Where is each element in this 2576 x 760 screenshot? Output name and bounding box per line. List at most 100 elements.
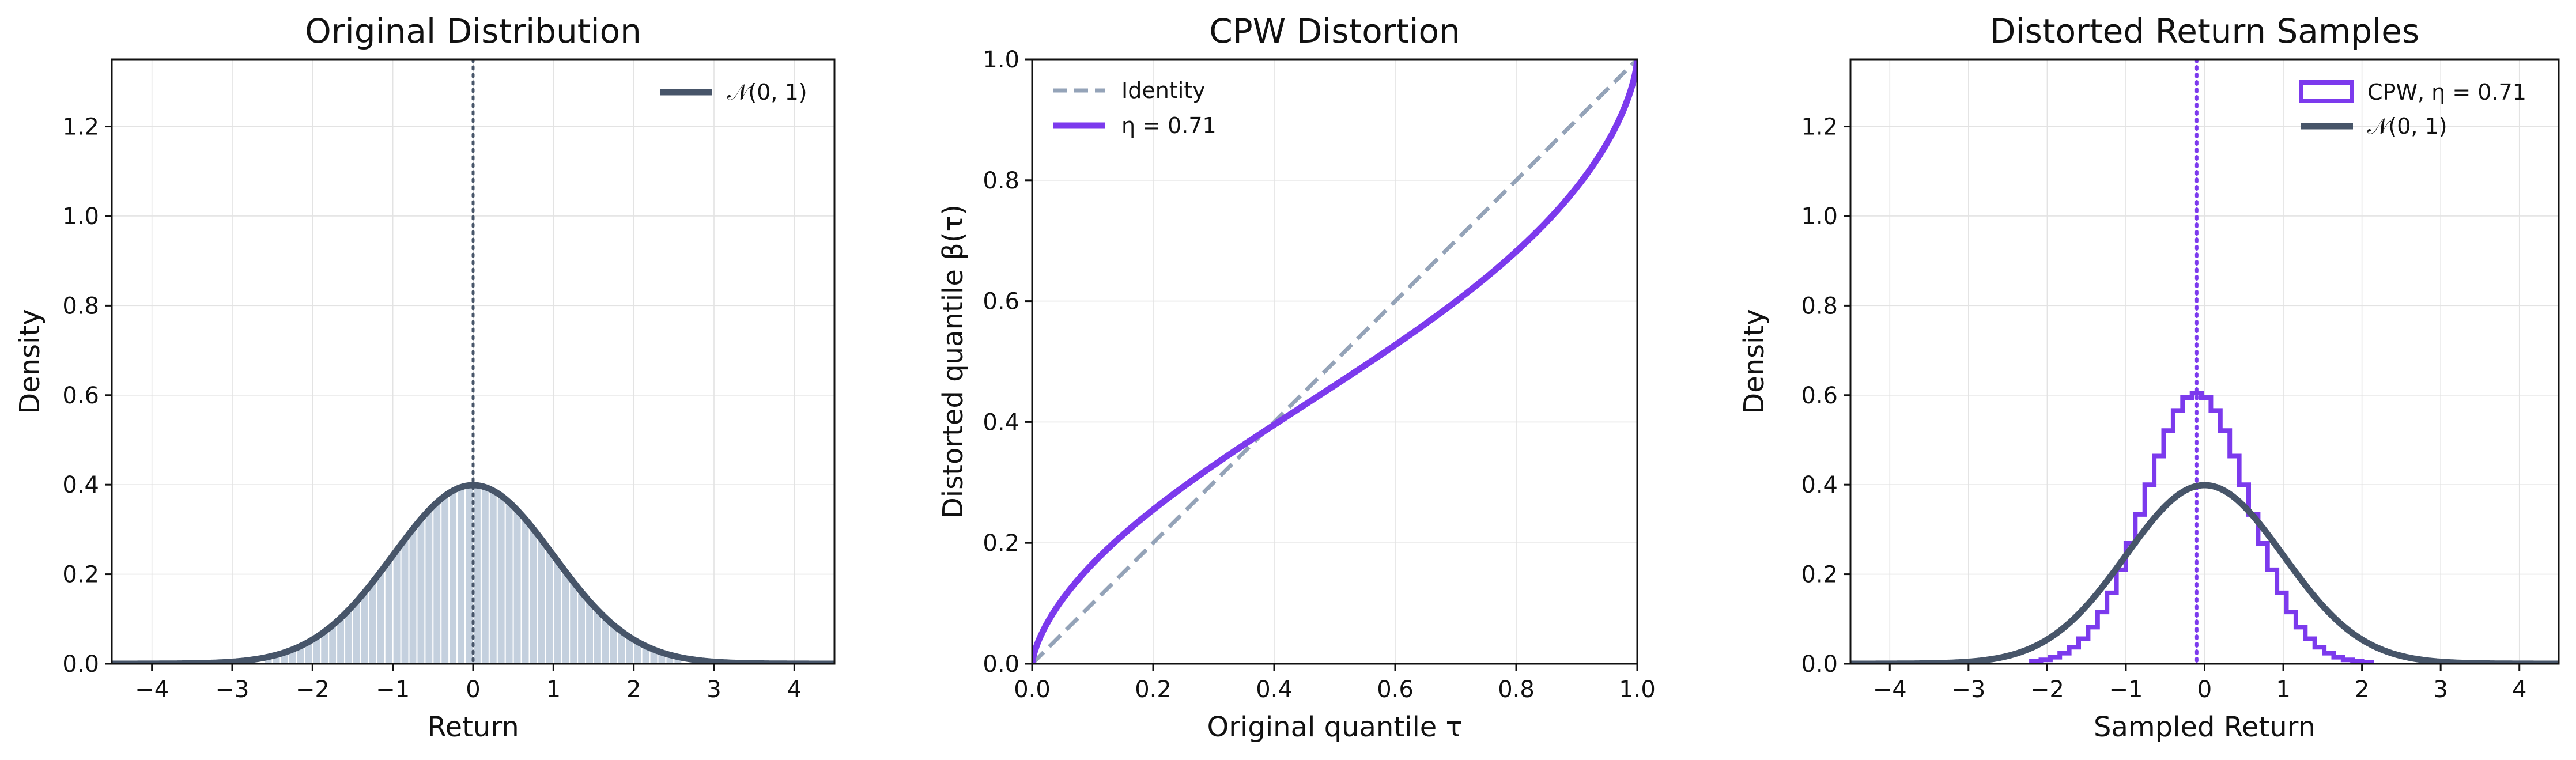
original-plot-area: [112, 59, 834, 664]
distorted-ytick-label: 0.2: [1801, 562, 1838, 588]
histogram-bar: [480, 486, 490, 664]
histogram-bar: [384, 560, 394, 664]
distorted-xtick-label: −4: [1873, 676, 1907, 703]
legend-cpw-label: CPW, η = 0.71: [2367, 80, 2526, 105]
histogram-bar: [496, 495, 506, 664]
cpw-ytick-label: 0.0: [983, 651, 1019, 678]
distorted-xtick-label: −1: [2109, 676, 2143, 703]
distorted-y-axis-label: Density: [1738, 309, 1770, 414]
histogram-bar: [512, 509, 522, 664]
cpw-ytick-label: 0.6: [983, 289, 1019, 315]
cpw-ytick-label: 1.0: [983, 47, 1019, 73]
cpw-chart-title: CPW Distortion: [1209, 12, 1460, 51]
panel-distorted-return-samples: −4 −3 −2 −1 0 1 2 3 4 0.0 0.2 0.4 0.6 0.8 1.0 1.2 Distor…: [1738, 12, 2560, 743]
distorted-x-axis-label: Sampled Return: [2094, 711, 2316, 743]
distorted-ytick-label: 0.0: [1801, 651, 1838, 678]
distorted-ytick-label: 0.4: [1801, 472, 1838, 498]
histogram-bar: [488, 490, 498, 664]
distorted-plot-area: [1850, 59, 2559, 664]
histogram-bar: [520, 519, 530, 664]
original-ytick-label: 0.6: [62, 383, 99, 409]
distorted-ytick-label: 0.8: [1801, 293, 1838, 319]
distorted-ytick-label: 1.0: [1801, 203, 1838, 230]
cpw-distortion-curve: [1032, 59, 1637, 664]
cpw-axes-frame: [1031, 58, 1638, 665]
histogram-bar: [561, 570, 571, 664]
histogram-bar: [408, 528, 418, 664]
cpw-legend: Identity η = 0.71: [1053, 78, 1217, 138]
histogram-bar: [400, 538, 410, 664]
distorted-legend: CPW, η = 0.71 𝒩(0, 1): [2299, 80, 2526, 139]
cpw-ytick-label: 0.2: [983, 530, 1019, 557]
cpw-xtick-label: 1.0: [1619, 676, 1656, 703]
legend-cpw-label: η = 0.71: [1121, 113, 1217, 138]
legend-normal-label: 𝒩(0, 1): [727, 80, 807, 105]
original-xtick-label: 2: [626, 676, 641, 703]
cpw-xtick-label: 0.4: [1256, 676, 1293, 703]
histogram-bar: [352, 600, 361, 664]
cpw-plot-area: [1032, 59, 1637, 664]
cpw-xtick-label: 0.8: [1498, 676, 1535, 703]
histogram-bar: [593, 609, 602, 664]
distorted-xtick-label: 3: [2433, 676, 2447, 703]
cpw-xtick-label: 0.2: [1135, 676, 1172, 703]
original-ytick-label: 1.0: [62, 203, 99, 230]
histogram-bar: [336, 617, 346, 664]
histogram-bar: [528, 528, 538, 664]
distorted-xtick-label: 2: [2355, 676, 2369, 703]
cpw-step-histogram: [2029, 391, 2374, 664]
distorted-xtick-label: 4: [2512, 676, 2526, 703]
original-xtick-label: −2: [296, 676, 330, 703]
legend-cpw-swatch: [2299, 80, 2354, 103]
original-xtick-label: 1: [546, 676, 561, 703]
original-xtick-label: 3: [707, 676, 721, 703]
panel-original-distribution: −4 −3 −2 −1 0 1 2 3 4 0.0 0.2 0.4 0.6 0.8 1.0 1.2 Origin…: [14, 12, 836, 743]
histogram-bar: [376, 570, 386, 664]
original-xtick-label: −4: [135, 676, 169, 703]
legend-normal-label: 𝒩(0, 1): [2367, 114, 2447, 139]
cpw-y-axis-label: Distorted quantile β(τ): [937, 205, 969, 519]
histogram-bar: [392, 549, 402, 664]
original-x-axis-label: Return: [427, 711, 519, 743]
histogram-bar: [537, 538, 546, 664]
original-legend: 𝒩(0, 1): [660, 80, 807, 105]
distorted-xtick-label: −3: [1951, 676, 1985, 703]
histogram-bar: [545, 549, 554, 664]
legend-identity-label: Identity: [1121, 78, 1206, 103]
original-ytick-label: 0.0: [62, 651, 99, 678]
original-ytick-label: 0.8: [62, 293, 99, 319]
original-xtick-label: −3: [216, 676, 250, 703]
original-xtick-label: −1: [376, 676, 410, 703]
cpw-ytick-label: 0.4: [983, 409, 1019, 436]
histogram-bar: [553, 560, 562, 664]
histogram-bar: [440, 495, 450, 664]
histogram-bar: [344, 609, 353, 664]
distorted-xtick-label: 1: [2276, 676, 2290, 703]
identity-line: [1032, 59, 1637, 664]
normal-density-curve: [112, 482, 834, 664]
histogram-bar: [416, 519, 426, 664]
distorted-chart-title: Distorted Return Samples: [1990, 12, 2419, 51]
histogram-bar: [456, 486, 466, 664]
histogram-bar: [448, 490, 458, 664]
distorted-ytick-label: 0.6: [1801, 383, 1838, 409]
histogram-bar: [360, 591, 369, 664]
histogram-bar: [569, 581, 579, 664]
panel-cpw-distortion: 0.0 0.2 0.4 0.6 0.8 1.0 0.0 0.2 0.4 0.6 0.8 1.0 CPW …: [937, 12, 1656, 743]
distorted-xtick-label: −2: [2030, 676, 2064, 703]
cpw-x-axis-label: Original quantile τ: [1207, 711, 1463, 743]
cpw-xtick-label: 0.0: [1014, 676, 1051, 703]
original-xtick-label: 0: [466, 676, 480, 703]
histogram-bar: [432, 501, 442, 664]
original-xtick-label: 4: [787, 676, 802, 703]
cpw-ytick-label: 0.8: [983, 168, 1019, 194]
original-ytick-label: 1.2: [62, 114, 99, 141]
distorted-xtick-label: 0: [2197, 676, 2212, 703]
original-y-axis-label: Density: [14, 309, 46, 414]
original-ytick-label: 0.4: [62, 472, 99, 498]
original-ytick-label: 0.2: [62, 562, 99, 588]
normal-density-curve: [1850, 482, 2559, 664]
cpw-xtick-label: 0.6: [1377, 676, 1414, 703]
histogram-bar: [600, 617, 610, 664]
histogram-bar: [424, 509, 434, 664]
